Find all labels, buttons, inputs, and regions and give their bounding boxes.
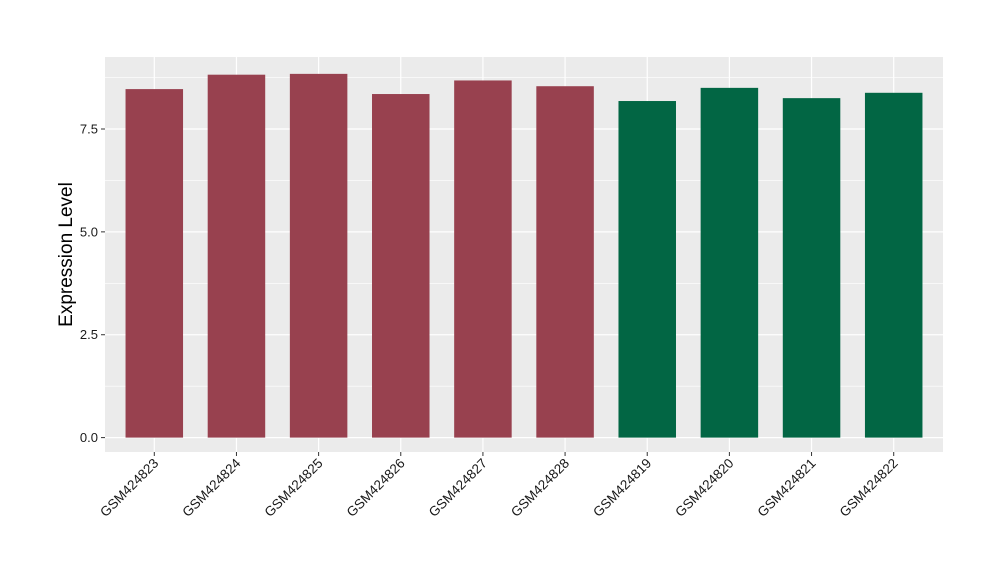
- bar-GSM424822: [864, 92, 923, 438]
- y-tick-label: 2.5: [80, 327, 98, 342]
- y-tick-label: 0.0: [80, 430, 98, 445]
- x-tick-label: GSM424822: [837, 456, 901, 520]
- x-tick-label: GSM424821: [754, 456, 818, 520]
- x-tick-label: GSM424827: [426, 456, 490, 520]
- x-tick-label: GSM424823: [97, 456, 161, 520]
- x-tick-label: GSM424825: [262, 456, 326, 520]
- bar-GSM424824: [207, 74, 266, 438]
- bar-GSM424827: [454, 80, 512, 438]
- bar-GSM424825: [289, 73, 348, 438]
- y-axis: 0.0 2.5 5.0 7.5: [80, 122, 105, 445]
- x-tick-label: GSM424820: [672, 456, 736, 520]
- x-tick-label: GSM424824: [179, 455, 244, 520]
- x-tick-label: GSM424828: [508, 456, 572, 520]
- bar-GSM424821: [782, 98, 841, 438]
- x-tick-label: GSM424826: [344, 456, 408, 520]
- bar-GSM424819: [618, 101, 676, 438]
- y-axis-title: Expression Level: [56, 182, 77, 327]
- y-tick-label: 7.5: [80, 122, 98, 137]
- bar-GSM424823: [125, 89, 184, 438]
- bar-GSM424828: [536, 86, 594, 438]
- x-axis: GSM424823 GSM424824 GSM424825 GSM424826 GSM4…: [97, 452, 901, 520]
- bar-GSM424826: [372, 94, 430, 438]
- x-tick-label: GSM424819: [590, 456, 654, 520]
- bars: [125, 73, 923, 438]
- bar-GSM424820: [700, 87, 759, 438]
- y-tick-label: 5.0: [80, 224, 98, 239]
